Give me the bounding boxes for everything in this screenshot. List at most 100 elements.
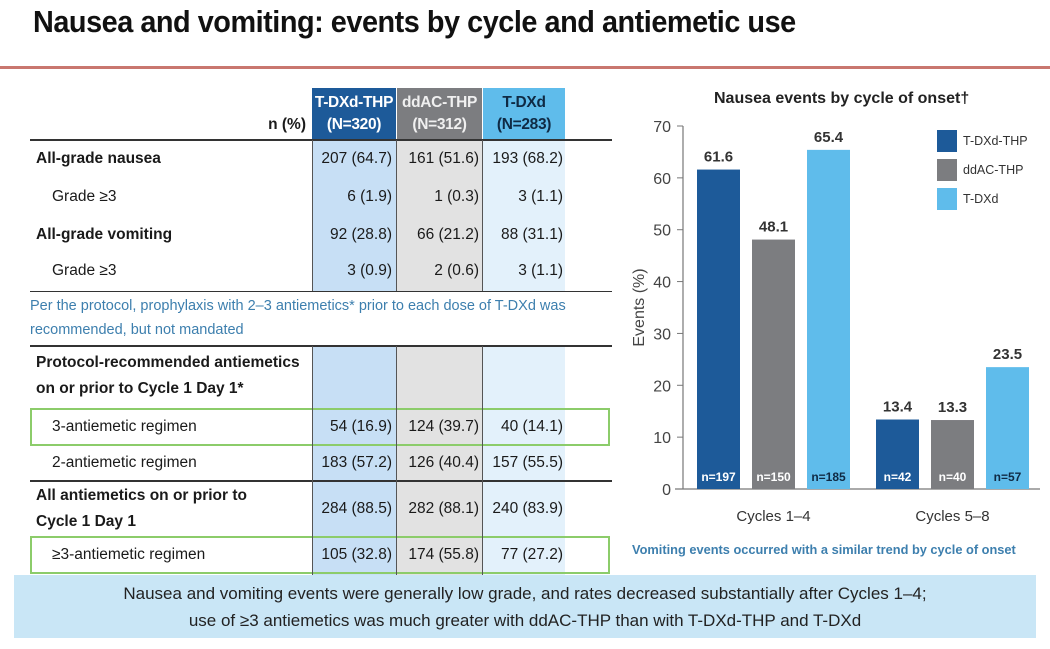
bar-n-label: n=197 [701, 470, 736, 484]
cell: 88 (31.1) [500, 226, 563, 243]
band-t-dxd-thp [312, 140, 396, 291]
cell: 2 (0.6) [434, 262, 479, 279]
summary-line: use of ≥3 antiemetics was much greater w… [188, 611, 862, 630]
column-divider [482, 140, 483, 291]
bar-value-label: 13.4 [883, 399, 913, 416]
summary-line: Nausea and vomiting events were generall… [123, 584, 927, 603]
page-title: Nausea and vomiting: events by cycle and… [33, 4, 796, 39]
y-tick-label: 60 [653, 171, 671, 188]
cell: 174 (55.8) [408, 546, 479, 563]
nausea-bar-chart: 0 10 20 30 40 50 60 70 Events (%) 61.6 n=197 48.1 n… [631, 119, 1040, 525]
legend-label: ddAC-THP [963, 163, 1024, 177]
y-tick-label: 40 [653, 275, 671, 292]
bar-value-label: 23.5 [993, 346, 1022, 363]
cell: 54 (16.9) [329, 418, 392, 435]
row-divider [30, 480, 612, 482]
cell: 126 (40.4) [408, 454, 479, 471]
column-divider [312, 140, 313, 291]
legend-label: T-DXd [963, 192, 999, 206]
cell: 1 (0.3) [434, 188, 479, 205]
bar [697, 169, 740, 489]
bar-n-label: n=42 [884, 470, 912, 484]
cell: 77 (27.2) [500, 546, 563, 563]
cell: 6 (1.9) [347, 188, 392, 205]
highlight-box [30, 536, 610, 574]
row-divider [30, 291, 612, 292]
column-name: T-DXd [502, 94, 546, 111]
band-t-dxd [483, 140, 565, 291]
y-tick-label: 70 [653, 119, 671, 136]
chart-title: Nausea events by cycle of onset† [714, 90, 970, 107]
table-row: ≥3-antiemetic regimen 105 (32.8) 174 (55… [30, 536, 612, 574]
bar-value-label: 13.3 [938, 399, 967, 416]
cell: 161 (51.6) [408, 150, 479, 167]
y-tick-label: 30 [653, 326, 671, 343]
column-divider [312, 346, 313, 576]
bar-n-label: n=40 [939, 470, 967, 484]
bar-value-label: 61.6 [704, 149, 733, 166]
cell: 3 (0.9) [347, 262, 392, 279]
bar [931, 420, 974, 489]
row-label: Grade ≥3 [52, 188, 117, 205]
column-divider [396, 140, 397, 291]
column-header-ddac-thp: ddAC-THP (N=312) [397, 88, 482, 140]
vomiting-note: Vomiting events occurred with a similar … [632, 542, 1016, 557]
column-divider [482, 346, 483, 576]
cell: 105 (32.8) [321, 546, 392, 563]
legend-swatch [937, 188, 957, 210]
table-row: 2-antiemetic regimen 183 (57.2) 126 (40.… [30, 444, 612, 482]
cell: 92 (28.8) [329, 226, 392, 243]
y-axis-label: Events (%) [631, 268, 648, 346]
row-label: ≥3-antiemetic regimen [52, 546, 206, 563]
cell: 282 (88.1) [408, 500, 479, 517]
bar [986, 367, 1029, 489]
legend-swatch [937, 159, 957, 181]
cell: 124 (39.7) [408, 418, 479, 435]
bar-value-label: 48.1 [759, 219, 788, 236]
protocol-note: Per the protocol, prophylaxis with 2–3 a… [30, 298, 566, 338]
column-header-t-dxd: T-DXd (N=283) [483, 88, 565, 140]
summary-box: Nausea and vomiting events were generall… [14, 575, 1036, 638]
x-category-label: Cycles 1–4 [736, 508, 810, 525]
table-row: 284 (88.5) 282 (88.1) 240 (83.9) [30, 490, 612, 528]
row-label: Grade ≥3 [52, 262, 117, 279]
title-divider [0, 66, 1050, 69]
cell: 40 (14.1) [500, 418, 563, 435]
cell: 284 (88.5) [321, 500, 392, 517]
section-header-line: Cycle 1 Day 1 [36, 513, 136, 530]
cell: 3 (1.1) [518, 262, 563, 279]
x-category-label: Cycles 5–8 [915, 508, 989, 525]
column-header-t-dxd-thp: T-DXd-THP (N=320) [312, 88, 396, 140]
row-label: 3-antiemetic regimen [52, 418, 197, 435]
unit-label: n (%) [268, 116, 306, 133]
section-header-line: All antiemetics on or prior to [36, 487, 247, 504]
highlight-box [30, 408, 610, 446]
bar [752, 239, 795, 489]
cell: 66 (21.2) [416, 226, 479, 243]
column-n: (N=283) [496, 116, 552, 133]
legend-label: T-DXd-THP [963, 134, 1028, 148]
section-header-line: Protocol-recommended antiemetics [36, 354, 300, 371]
section-header-all: All antiemetics on or prior to Cycle 1 D… [36, 483, 247, 535]
row-divider [30, 345, 612, 347]
cell: 3 (1.1) [518, 188, 563, 205]
y-tick-label: 50 [653, 223, 671, 240]
cell: 183 (57.2) [321, 454, 392, 471]
bar-n-label: n=185 [811, 470, 846, 484]
bar-n-label: n=57 [994, 470, 1022, 484]
y-tick-label: 10 [653, 430, 671, 447]
cell: 240 (83.9) [492, 500, 563, 517]
table-row: All-grade nausea 207 (64.7) 161 (51.6) 1… [30, 140, 612, 178]
cell: 207 (64.7) [321, 150, 392, 167]
section-header-protocol: Protocol-recommended antiemetics on or p… [36, 350, 300, 402]
band-ddac-thp [397, 140, 482, 291]
row-label: All-grade nausea [36, 150, 161, 167]
table-row: All-grade vomiting 92 (28.8) 66 (21.2) 8… [30, 216, 612, 254]
column-n: (N=312) [412, 116, 467, 133]
column-name: T-DXd-THP [314, 94, 394, 111]
section-header-line: on or prior to Cycle 1 Day 1* [36, 380, 244, 397]
bar-value-label: 65.4 [814, 129, 844, 146]
bar [876, 419, 919, 489]
table-row: Grade ≥3 3 (0.9) 2 (0.6) 3 (1.1) [30, 252, 612, 290]
row-label: All-grade vomiting [36, 226, 173, 243]
